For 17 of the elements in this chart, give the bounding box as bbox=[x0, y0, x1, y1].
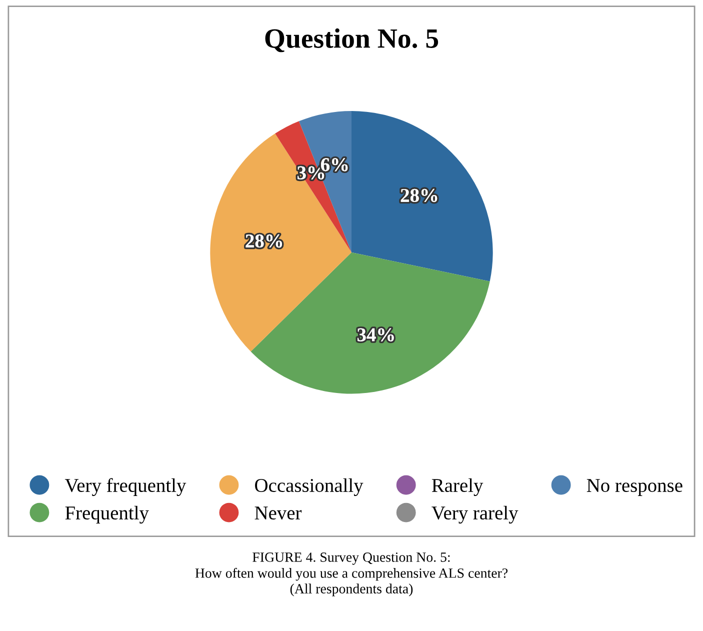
legend-label: Never bbox=[254, 506, 302, 520]
data-label: 28% bbox=[400, 188, 438, 202]
data-label: 34% bbox=[357, 328, 394, 342]
text: (All respondents data) bbox=[290, 584, 413, 596]
legend-label: Very frequently bbox=[64, 478, 186, 496]
chart-title: Question No. 5 bbox=[265, 28, 438, 52]
legend-label: No response bbox=[586, 479, 682, 496]
pie-slice bbox=[352, 111, 493, 282]
pie-slice bbox=[210, 133, 352, 352]
text: How often would you use a comprehensive ALS center? bbox=[195, 568, 508, 581]
legend-label: Rarely bbox=[432, 478, 484, 496]
legend-label: Very rarely bbox=[432, 506, 518, 524]
pie-slice bbox=[250, 252, 490, 394]
data-label: 28% bbox=[246, 234, 282, 248]
legend-label: Frequently bbox=[65, 506, 149, 524]
caption: FIGURE 4. Survey Question No. 5: bbox=[252, 552, 450, 565]
legend-label: Occassionally bbox=[255, 478, 364, 496]
